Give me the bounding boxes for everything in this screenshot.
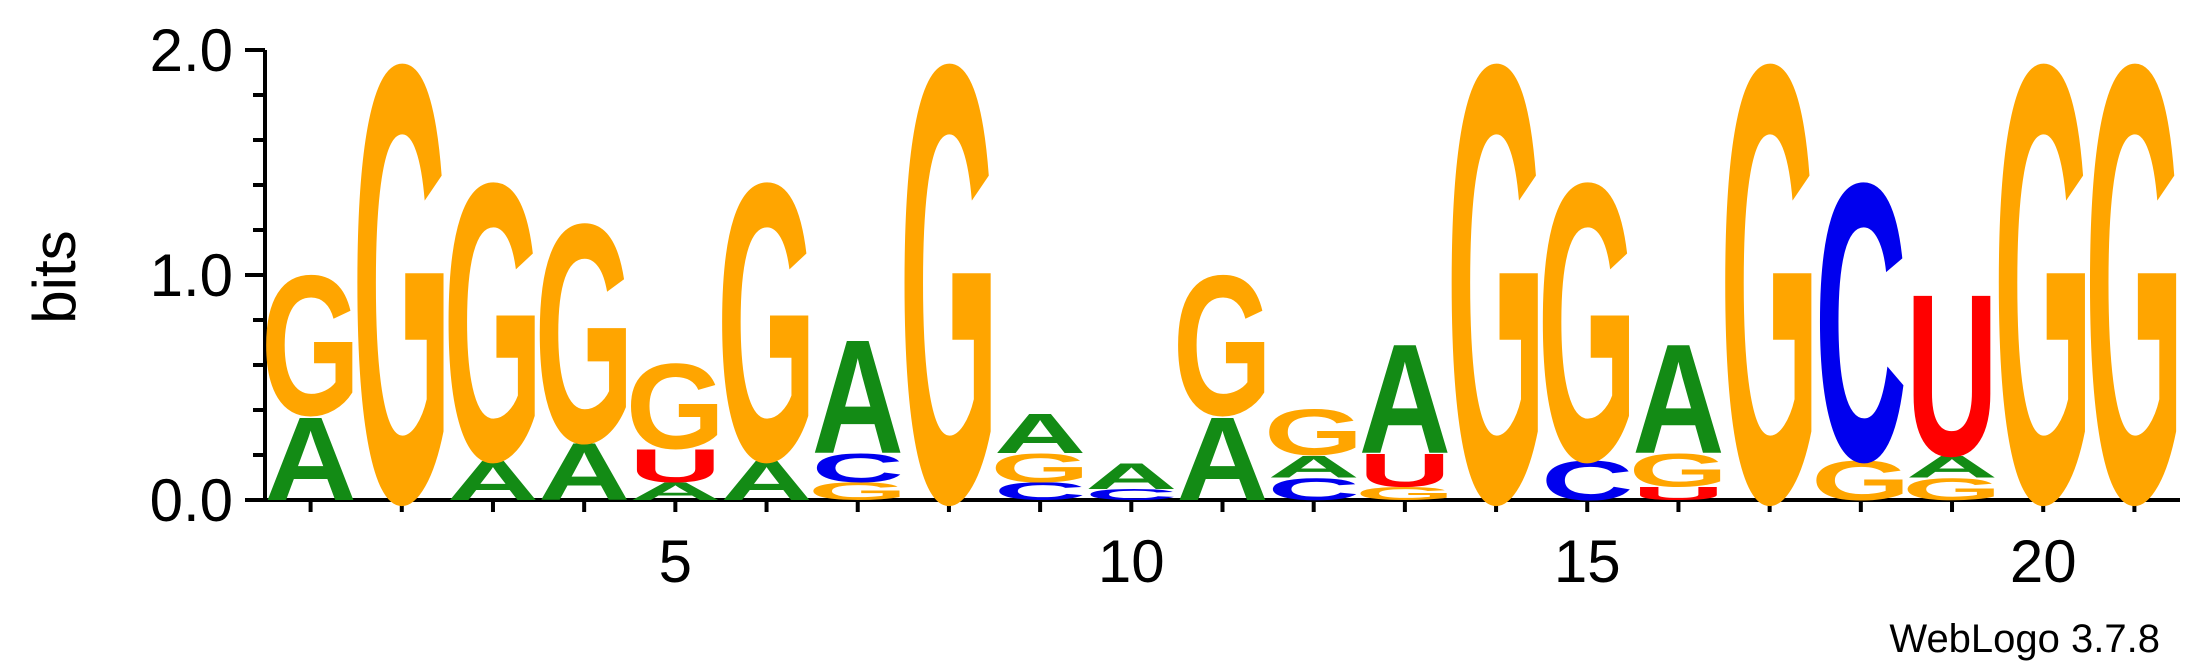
logo-letter-guanine: G (626, 339, 725, 475)
logo-letter-adenine: A (538, 426, 630, 517)
logo-letter-uracil: U (629, 440, 721, 492)
logo-letter-adenine: A (720, 449, 812, 512)
stack-position-17: G (1720, 0, 1819, 633)
y-tick-label: 0.0 (150, 467, 233, 534)
logo-letter-cytosine: C (1085, 486, 1177, 503)
logo-letter-guanine: G (1629, 445, 1728, 497)
stack-position-10: CA (1085, 455, 1177, 504)
logo-letter-adenine: A (1085, 455, 1177, 497)
logo-letter-guanine: G (1264, 396, 1363, 470)
logo-letter-guanine: G (1538, 101, 1637, 544)
stack-position-2: G (352, 0, 451, 633)
stack-position-15: CG (1538, 101, 1637, 544)
x-tick-label: 5 (659, 528, 692, 595)
logo-letter-uracil: U (1632, 483, 1724, 504)
x-tick-label: 15 (1554, 528, 1621, 595)
y-tick-label: 2.0 (150, 17, 233, 84)
logo-letter-guanine: G (717, 101, 816, 544)
stack-position-5: AUG (626, 339, 725, 506)
logo-letter-adenine: A (629, 478, 721, 506)
logo-letter-adenine: A (1632, 313, 1724, 487)
x-tick-label: 10 (1098, 528, 1165, 595)
stack-position-20: G (1994, 0, 2093, 633)
stack-position-8: G (899, 0, 998, 633)
logo-letter-guanine: G (1720, 0, 1819, 633)
logo-letter-cytosine: C (994, 478, 1086, 506)
stack-position-18: GC (1811, 101, 1910, 544)
logo-letter-guanine: G (899, 0, 998, 633)
stack-position-21: G (2085, 0, 2184, 633)
logo-letter-guanine: G (352, 0, 451, 633)
stack-position-7: GCA (808, 306, 907, 505)
logo-letter-adenine: A (265, 393, 357, 526)
logo-letter-guanine: G (1446, 0, 1545, 633)
logo-letter-guanine: G (990, 446, 1089, 491)
logo-letter-guanine: G (443, 101, 542, 544)
logo-letter-adenine: A (1176, 393, 1268, 526)
x-tick-label: 20 (2010, 528, 2077, 595)
stack-position-1: AG (261, 233, 360, 526)
logo-letter-adenine: A (812, 306, 904, 487)
logo-letter-adenine: A (1906, 449, 1998, 484)
letter-stacks: AGGAGAGAUGAGGCAGCGACAAGCAGGUAGCGUGAGGCGA… (261, 0, 2184, 633)
stack-position-3: AG (443, 101, 542, 544)
stack-position-19: GAU (1902, 246, 2001, 507)
logo-letter-adenine: A (447, 449, 539, 512)
logo-letter-guanine: G (535, 159, 634, 509)
y-tick-label: 1.0 (150, 242, 233, 309)
logo-letter-guanine: G (1173, 233, 1272, 457)
logo-letter-guanine: G (1811, 449, 1910, 512)
stack-position-16: UGA (1629, 313, 1728, 505)
logo-letter-adenine: A (1359, 313, 1451, 487)
stack-position-4: AG (535, 159, 634, 518)
logo-letter-guanine: G (1902, 472, 2001, 507)
stack-position-13: GUA (1355, 313, 1454, 505)
y-axis-label: bits (21, 230, 88, 323)
logo-letter-adenine: A (1268, 449, 1360, 484)
footer-label: WebLogo 3.7.8 (1889, 617, 2160, 661)
logo-letter-cytosine: C (1268, 472, 1360, 507)
logo-letter-guanine: G (261, 233, 360, 457)
stack-position-9: CGA (990, 402, 1089, 505)
logo-letter-uracil: U (1359, 445, 1451, 497)
logo-letter-uracil: U (1906, 246, 1998, 505)
logo-letter-adenine: A (994, 402, 1086, 465)
stack-position-6: AG (717, 101, 816, 544)
logo-letter-guanine: G (808, 478, 907, 506)
logo-letter-guanine: G (1355, 483, 1454, 504)
logo-letter-guanine: G (1994, 0, 2093, 633)
stack-position-14: G (1446, 0, 1545, 633)
stack-position-12: CAG (1264, 396, 1363, 507)
logo-letter-cytosine: C (812, 446, 904, 491)
logo-letter-cytosine: C (1815, 101, 1907, 544)
logo-letter-guanine: G (2085, 0, 2184, 633)
logo-letter-cytosine: C (1541, 449, 1633, 512)
stack-position-11: AG (1173, 233, 1272, 526)
chart-axes: 0.0 1.0 2.0 5 10 15 20 (150, 17, 2180, 595)
